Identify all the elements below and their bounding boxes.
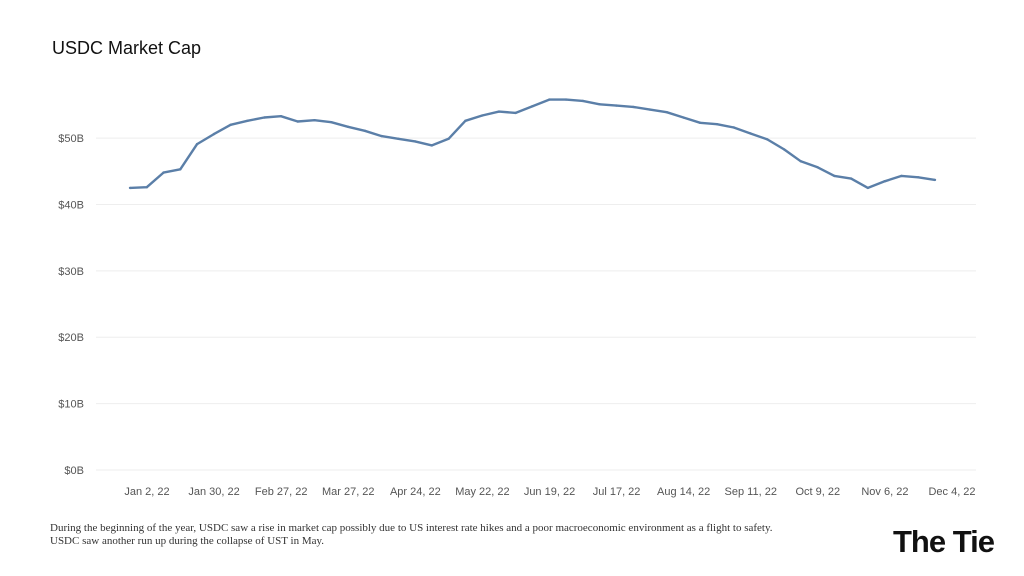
- caption-line-2: USDC saw another run up during the colla…: [50, 535, 325, 547]
- y-tick-label: $10B: [58, 399, 84, 411]
- y-tick-label: $20B: [58, 332, 84, 344]
- series-line: [129, 98, 936, 190]
- data-point: [799, 160, 803, 163]
- data-point: [514, 111, 517, 115]
- data-point: [212, 132, 216, 136]
- data-point: [531, 105, 534, 108]
- brand-logo: The Tie: [893, 524, 995, 559]
- x-tick-label: Jan 2, 22: [124, 486, 169, 498]
- data-point: [313, 118, 316, 122]
- data-point: [866, 186, 870, 190]
- data-point: [330, 120, 333, 124]
- data-point: [732, 126, 735, 129]
- x-tick-label: Sep 11, 22: [725, 486, 777, 498]
- x-tick-label: Apr 24, 22: [390, 486, 441, 498]
- chart-caption: During the beginning of the year, USDC s…: [50, 522, 850, 548]
- data-point: [715, 122, 719, 126]
- data-point: [665, 111, 668, 114]
- gridlines: [96, 137, 976, 471]
- data-point: [766, 138, 769, 141]
- x-tick-label: Nov 6, 22: [861, 486, 908, 498]
- data-point: [682, 116, 685, 119]
- data-point: [279, 114, 283, 118]
- data-point: [900, 174, 903, 178]
- data-point: [447, 137, 450, 140]
- data-point: [917, 176, 920, 179]
- x-tick-label: Dec 4, 22: [928, 486, 975, 498]
- data-point: [548, 98, 551, 101]
- x-tick-label: Oct 9, 22: [796, 486, 841, 498]
- data-point: [363, 129, 366, 133]
- x-tick-label: Feb 27, 22: [255, 486, 308, 498]
- data-point: [631, 105, 635, 109]
- data-point: [145, 186, 148, 189]
- data-point: [179, 168, 182, 171]
- data-point: [262, 116, 266, 119]
- y-tick-label: $30B: [58, 266, 84, 278]
- data-point: [564, 98, 568, 101]
- data-point: [816, 166, 819, 169]
- x-tick-label: Mar 27, 22: [322, 486, 375, 498]
- x-tick-label: Aug 14, 22: [657, 486, 710, 498]
- data-point: [430, 144, 434, 147]
- data-point: [346, 125, 350, 129]
- x-tick-label: Jun 19, 22: [524, 486, 575, 498]
- data-point: [497, 110, 501, 113]
- y-axis-ticks: $0B $10B $20B $30B $40B $50B: [58, 133, 84, 477]
- data-point: [933, 178, 937, 182]
- data-point: [833, 174, 836, 178]
- data-point: [397, 137, 400, 140]
- data-point: [413, 140, 417, 143]
- data-point: [246, 119, 249, 123]
- data-point: [782, 148, 786, 151]
- data-point: [699, 121, 702, 125]
- series-layer: [128, 98, 937, 190]
- x-tick-label: Jul 17, 22: [593, 486, 641, 498]
- data-point: [598, 103, 601, 106]
- data-point: [464, 119, 467, 123]
- data-point: [581, 99, 585, 103]
- data-point: [849, 177, 853, 180]
- x-tick-label: May 22, 22: [455, 486, 509, 498]
- x-axis-ticks: Jan 2, 22 Jan 30, 22 Feb 27, 22 Mar 27, 22 A…: [124, 486, 975, 498]
- data-point: [229, 123, 232, 127]
- data-point: [480, 114, 484, 117]
- y-tick-label: $0B: [64, 465, 84, 477]
- data-point: [380, 134, 383, 138]
- data-point: [749, 132, 752, 135]
- data-point: [128, 186, 132, 190]
- y-tick-label: $40B: [58, 199, 84, 211]
- data-point: [648, 108, 652, 111]
- data-point: [195, 142, 199, 146]
- data-point: [162, 171, 165, 174]
- x-tick-label: Jan 30, 22: [188, 486, 239, 498]
- y-tick-label: $50B: [58, 133, 84, 145]
- data-point: [883, 180, 886, 183]
- data-point: [615, 104, 618, 107]
- caption-line-1: During the beginning of the year, USDC s…: [50, 522, 773, 534]
- data-point: [296, 120, 299, 123]
- chart-title: USDC Market Cap: [52, 38, 202, 58]
